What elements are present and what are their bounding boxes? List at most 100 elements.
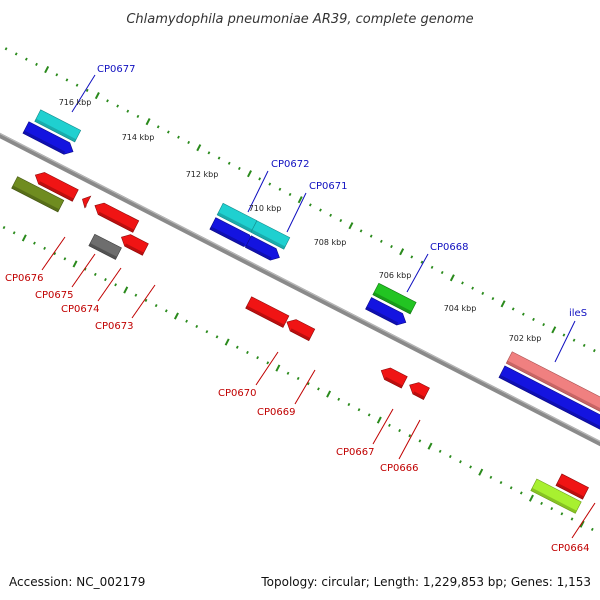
- gene-cp0675: [11, 176, 65, 213]
- reverse-gene-label[interactable]: CP0670: [218, 388, 256, 399]
- tick-track-upper-tick: [187, 140, 191, 145]
- tick-track-lower-tick: [469, 465, 472, 469]
- tick-track-lower-tick: [164, 309, 168, 313]
- gene-cp0669: [286, 319, 316, 342]
- gene-cp0672-cds-shade: [209, 226, 246, 247]
- forward-gene-label[interactable]: ileS: [569, 308, 587, 319]
- tick-track-lower-tick: [275, 364, 281, 372]
- tick-track-lower-tick: [93, 272, 97, 276]
- tick-track-lower-tick: [367, 413, 371, 417]
- forward-label-leader: [406, 253, 429, 293]
- reverse-gene-label[interactable]: CP0676: [5, 273, 43, 284]
- forward-gene-label[interactable]: CP0671: [309, 181, 347, 192]
- tick-track-upper-tick: [542, 323, 546, 327]
- tick-track-upper-tick: [85, 88, 89, 92]
- genome-backbone-highlight: [0, 132, 600, 443]
- gene-cp0674-cds-shade: [84, 205, 88, 209]
- forward-gene-label[interactable]: CP0668: [430, 242, 468, 253]
- map-title: Chlamydophila pneumoniae AR39, complete …: [126, 12, 473, 27]
- scale-label: 716 kbp: [59, 98, 92, 107]
- gene-cp0668-body: [372, 282, 417, 315]
- tick-track-lower-tick: [195, 324, 199, 329]
- tick-track-upper-tick: [471, 286, 475, 290]
- reverse-gene-label[interactable]: CP0667: [336, 447, 374, 458]
- scale-label: 708 kbp: [314, 238, 347, 247]
- tick-track-lower-tick: [154, 304, 158, 308]
- gene-iles-shade: [506, 360, 600, 423]
- tick-track-upper-tick: [288, 192, 292, 197]
- tick-track-lower-tick: [326, 390, 332, 398]
- tick-track-lower-tick: [43, 246, 46, 250]
- gene-cp0672-shade: [217, 212, 253, 233]
- reverse-label-leader: [97, 267, 122, 302]
- tick-track-lower-tick: [205, 330, 209, 334]
- tick-track-lower-tick: [144, 298, 148, 302]
- gene-cp0666-body: [409, 382, 430, 400]
- reverse-gene-label[interactable]: CP0674: [61, 304, 99, 315]
- tick-track-upper-tick: [177, 135, 180, 139]
- tick-track-upper-tick: [329, 213, 333, 217]
- gene-cp0677-cds: [22, 121, 74, 155]
- forward-label-leader: [554, 320, 576, 363]
- tick-track-lower-tick: [12, 231, 16, 235]
- gene-iles-cds-body: [498, 365, 600, 434]
- reverse-gene-label[interactable]: CP0666: [380, 463, 418, 474]
- tick-track-lower-tick: [560, 512, 564, 516]
- tick-track-lower-tick: [590, 527, 594, 531]
- tick-track-lower-tick: [408, 434, 412, 438]
- tick-track-lower-tick: [347, 402, 351, 407]
- forward-gene-label[interactable]: CP0677: [97, 64, 135, 75]
- tick-track-upper-tick: [297, 196, 303, 204]
- tick-track-upper-tick: [247, 170, 252, 178]
- reverse-gene-label[interactable]: CP0664: [551, 543, 589, 554]
- tick-track-upper-tick: [369, 234, 373, 238]
- tick-track-lower-tick: [388, 423, 391, 427]
- gene-cp0673-cds: [94, 202, 140, 233]
- tick-track-upper-tick: [440, 270, 444, 275]
- gene-cp0670-body: [245, 296, 290, 328]
- tick-track-lower-tick: [296, 376, 300, 381]
- gene-cp0671-cds: [244, 235, 280, 261]
- tick-track-upper-tick: [258, 177, 262, 181]
- tick-track-upper-tick: [500, 300, 506, 308]
- forward-label-leader: [71, 74, 96, 113]
- tick-track-upper-tick: [562, 333, 566, 337]
- tick-track-upper-tick: [126, 109, 130, 113]
- reverse-label-leader: [398, 419, 421, 460]
- gene-iles-body: [505, 351, 600, 424]
- feature-labels: 716 kbp 714 kbp 712 kbp 710 kbp 708 kbp 706 k…: [5, 64, 589, 554]
- gene-cp0667-body: [380, 367, 408, 389]
- reverse-label-leader: [71, 253, 96, 288]
- tick-track-lower-tick: [509, 486, 513, 490]
- reverse-gene-label[interactable]: CP0675: [35, 290, 73, 301]
- reverse-gene-label[interactable]: CP0669: [257, 407, 295, 418]
- reverse-label-leader: [255, 351, 279, 386]
- tick-track-upper-tick: [449, 274, 455, 282]
- reverse-gene-label[interactable]: CP0673: [95, 321, 133, 332]
- gene-cp0670-shade: [245, 305, 285, 328]
- tick-track-upper-tick: [410, 255, 414, 259]
- gene-cp0668-cds-shade: [365, 306, 399, 326]
- tick-track-lower-tick: [570, 517, 574, 521]
- tick-track-upper-tick: [217, 156, 221, 160]
- gene-cp0675-body: [11, 176, 65, 213]
- tick-track-upper-tick: [420, 260, 424, 264]
- tick-track-lower-tick: [83, 267, 87, 271]
- gene-cp0671-shade: [250, 229, 286, 250]
- tick-track-lower-tick: [427, 442, 433, 450]
- gene-cp0669-body: [286, 319, 316, 342]
- tick-track-upper-tick: [481, 291, 485, 295]
- tick-track-lower-tick: [53, 252, 57, 256]
- tick-track-lower-tick: [550, 507, 554, 511]
- gene-cp0665-shade: [555, 482, 584, 500]
- tick-track-lower-tick: [540, 501, 543, 505]
- tick-track-lower-tick: [224, 338, 230, 346]
- gene-cp0675-shade: [11, 185, 60, 212]
- tick-track-upper-tick: [106, 99, 109, 103]
- tick-track-upper-tick: [521, 312, 525, 316]
- tick-track-upper-tick: [65, 78, 69, 82]
- forward-gene-label[interactable]: CP0672: [271, 159, 309, 170]
- gene-cp0668: [372, 282, 417, 315]
- gene-cp0677: [34, 109, 82, 143]
